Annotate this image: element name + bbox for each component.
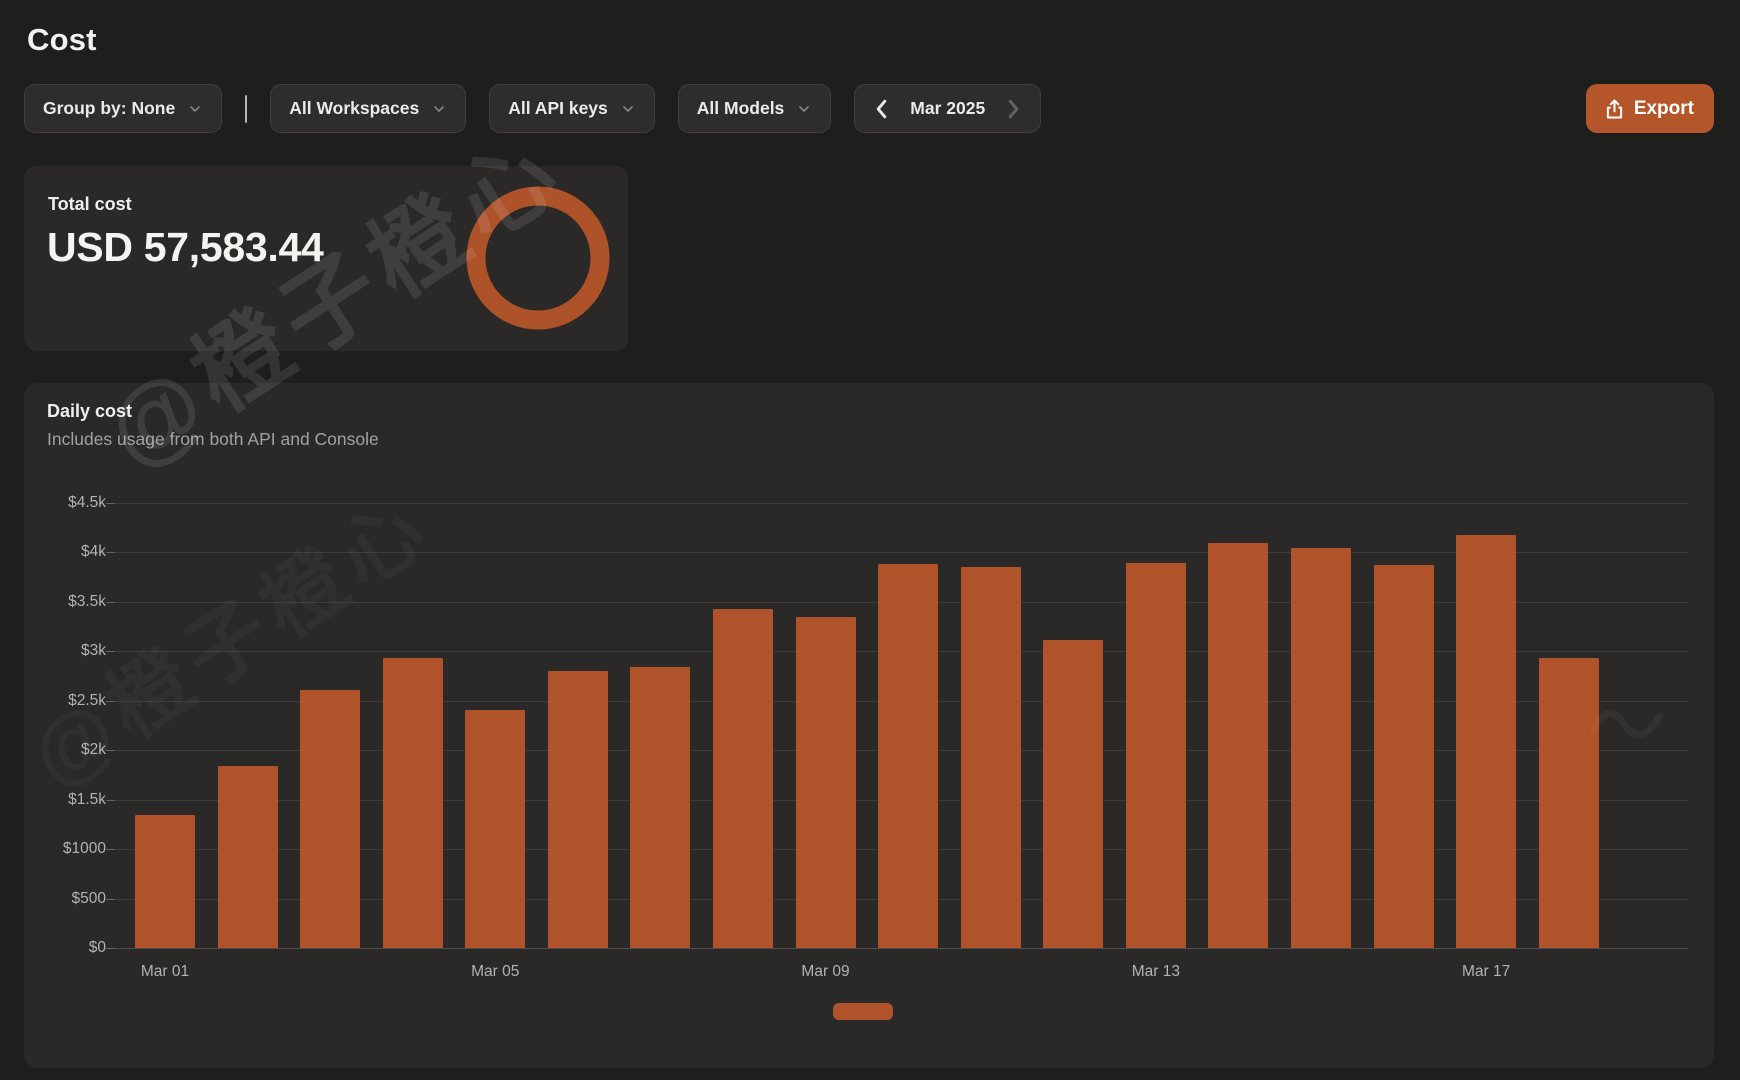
x-axis-label: Mar 05: [471, 963, 520, 980]
y-axis-label: $2k: [81, 741, 106, 759]
bar-mar-15[interactable]: [1290, 547, 1351, 948]
bar-mar-11[interactable]: [960, 567, 1021, 948]
filter-label: All Models: [696, 98, 785, 118]
chevron-down-icon: [620, 101, 636, 117]
filter-label: All API keys: [508, 98, 608, 118]
bar-mar-17[interactable]: [1456, 534, 1517, 948]
legend-swatch[interactable]: [833, 1003, 893, 1020]
x-axis-label: Mar 13: [1131, 963, 1180, 980]
total-cost-label: Total cost: [48, 194, 132, 214]
y-axis-label: $0: [88, 939, 106, 956]
bar-mar-13[interactable]: [1125, 563, 1186, 948]
export-button[interactable]: Export: [1585, 84, 1714, 133]
y-axis-label: $2.5k: [68, 691, 106, 709]
daily-cost-card: Daily cost Includes usage from both API …: [24, 383, 1714, 1068]
chart-plot-area: $4.5k $4k $3.5k $3k $2.5k $2k $1.5k $1000 $500 $0…: [63, 494, 1688, 1020]
bar-mar-08[interactable]: [712, 608, 773, 948]
bar-mar-10[interactable]: [878, 564, 939, 948]
total-cost-donut-chart[interactable]: [458, 178, 618, 338]
bar-mar-03[interactable]: [300, 689, 361, 948]
y-axis-label: $4k: [81, 543, 106, 561]
x-axis-label: Mar 17: [1461, 963, 1511, 980]
filter-all-models[interactable]: All Models: [677, 84, 832, 133]
axis-tick: [106, 503, 115, 504]
bar-mar-04[interactable]: [382, 658, 443, 948]
month-selector: Mar 2025: [854, 84, 1042, 133]
axis-tick: [106, 601, 115, 603]
bar-mar-18[interactable]: [1538, 658, 1599, 948]
export-label: Export: [1633, 97, 1694, 119]
bar-mar-14[interactable]: [1208, 542, 1269, 948]
filter-toolbar: Group by: None All Workspaces All API key…: [24, 84, 1714, 133]
page-title: Cost: [27, 22, 97, 57]
daily-cost-title: Daily cost: [47, 401, 133, 421]
axis-tick: [106, 799, 115, 801]
toolbar-divider: [245, 94, 248, 123]
bar-mar-07[interactable]: [630, 667, 691, 948]
bar-mar-06[interactable]: [547, 671, 608, 948]
axis-tick: [106, 552, 115, 554]
daily-cost-subtitle: Includes usage from both API and Console: [47, 429, 379, 449]
y-axis-label: $4.5k: [68, 494, 106, 511]
bar-mar-12[interactable]: [1043, 640, 1104, 948]
axis-tick: [106, 898, 115, 900]
axis-tick: [106, 651, 115, 653]
chevron-down-icon: [431, 101, 447, 117]
bar-mar-02[interactable]: [217, 766, 278, 948]
axis-tick: [106, 849, 115, 851]
bar-mar-01[interactable]: [135, 814, 195, 948]
bar-mar-05[interactable]: [465, 709, 526, 948]
month-label: Mar 2025: [910, 98, 986, 118]
axis-tick: [106, 948, 115, 949]
x-axis-label: Mar 01: [140, 963, 190, 980]
filter-all-api-keys[interactable]: All API keys: [489, 84, 655, 133]
group-by-dropdown[interactable]: Group by: None: [24, 84, 223, 133]
y-axis-label: $1.5k: [68, 790, 106, 808]
bar-mar-09[interactable]: [795, 616, 856, 948]
filter-pill-group: All Workspaces All API keys All Models: [270, 84, 832, 133]
y-axis-label: $500: [71, 889, 106, 907]
chevron-down-icon: [796, 101, 812, 117]
axis-tick: [106, 750, 115, 752]
export-icon: [1606, 99, 1623, 119]
gridline: [115, 948, 1688, 949]
total-cost-card: Total cost USD 57,583.44: [24, 166, 628, 351]
x-axis-label: Mar 09: [801, 963, 850, 980]
next-month-button[interactable]: [1001, 99, 1026, 119]
filter-all-workspaces[interactable]: All Workspaces: [270, 84, 467, 133]
filter-label: All Workspaces: [289, 98, 420, 118]
group-by-label: Group by: None: [43, 98, 176, 118]
y-axis-label: $3k: [81, 642, 106, 660]
y-axis-label: $3.5k: [68, 592, 106, 610]
y-axis-label: $1000: [62, 840, 106, 858]
total-cost-value: USD 57,583.44: [47, 224, 324, 270]
bar-mar-16[interactable]: [1373, 565, 1434, 948]
axis-tick: [106, 700, 115, 702]
gridline: [115, 552, 1688, 554]
chevron-down-icon: [187, 101, 203, 117]
gridline: [115, 503, 1688, 504]
previous-month-button[interactable]: [869, 99, 894, 119]
